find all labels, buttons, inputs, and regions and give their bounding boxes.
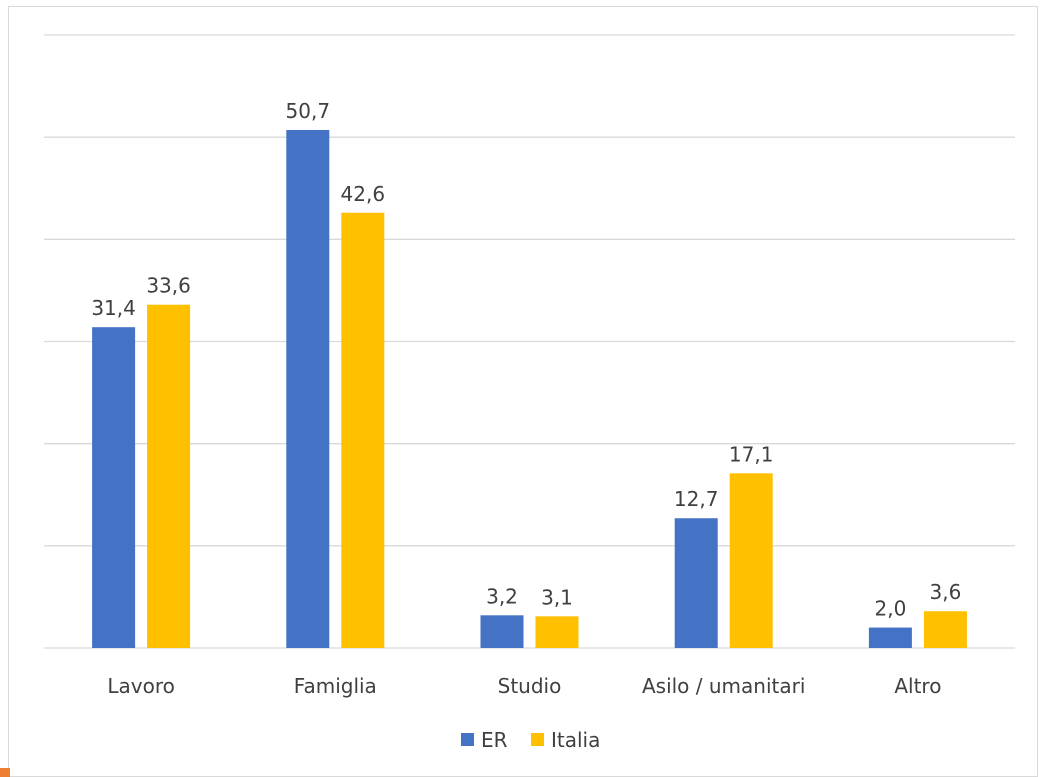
bar-er-1 [286, 130, 330, 648]
legend-swatch-er [461, 733, 474, 746]
bar-italia-2 [535, 616, 579, 648]
legend-label-er: ER [481, 728, 508, 752]
bar-er-0 [92, 327, 136, 648]
category-label-4: Altro [894, 674, 941, 698]
data-label-italia-0: 33,6 [146, 274, 191, 298]
data-label-italia-1: 42,6 [341, 182, 386, 206]
legend-label-italia: Italia [551, 728, 600, 752]
data-labels: 31,4 33,6 50,7 42,6 3,2 3,1 12,7 17,1 2,0 3,6 [91, 99, 961, 621]
category-label-2: Studio [498, 674, 562, 698]
legend: ER Italia [461, 728, 600, 752]
data-label-er-0: 31,4 [91, 296, 136, 320]
data-label-er-3: 12,7 [674, 487, 719, 511]
category-label-1: Famiglia [294, 674, 377, 698]
bar-italia-0 [147, 304, 191, 648]
category-label-3: Asilo / umanitari [642, 674, 805, 698]
data-label-er-4: 2,0 [874, 597, 906, 621]
data-label-er-2: 3,2 [486, 584, 518, 608]
bar-er-2 [480, 615, 524, 648]
category-labels: Lavoro Famiglia Studio Asilo / umanitari Alt… [107, 674, 941, 698]
bar-italia-4 [923, 611, 967, 648]
bar-er-3 [674, 518, 718, 648]
gridlines [44, 34, 1015, 649]
data-label-italia-2: 3,1 [541, 585, 573, 609]
legend-swatch-italia [531, 733, 544, 746]
data-label-italia-3: 17,1 [729, 442, 774, 466]
corner-accent [0, 768, 10, 777]
bar-italia-1 [341, 212, 385, 648]
data-label-er-1: 50,7 [286, 99, 331, 123]
data-label-italia-4: 3,6 [929, 580, 961, 604]
bars [92, 130, 967, 648]
bar-italia-3 [729, 473, 773, 648]
bar-er-4 [868, 627, 912, 648]
category-label-0: Lavoro [107, 674, 175, 698]
